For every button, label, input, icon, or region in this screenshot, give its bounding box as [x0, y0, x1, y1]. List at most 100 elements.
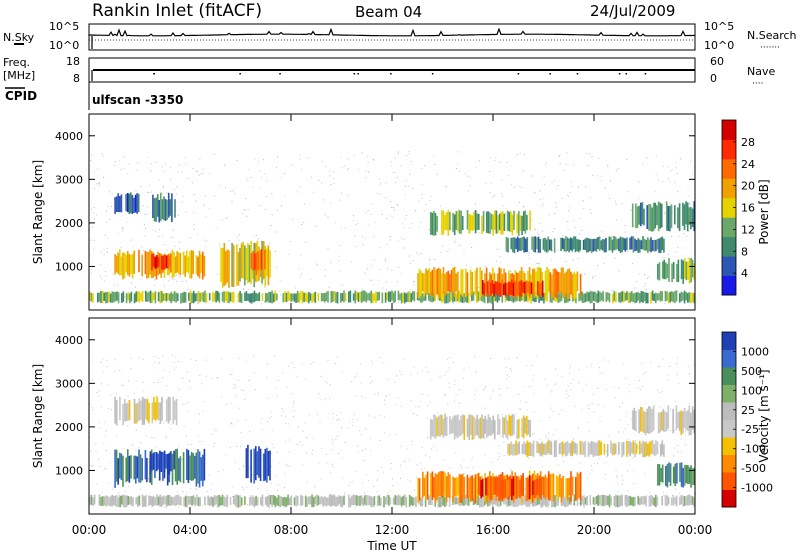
velocity-echo-cell: [471, 415, 474, 440]
velocity-speckle: [229, 374, 231, 375]
velocity-echo-cell: [191, 495, 193, 506]
velocity-speckle: [463, 458, 465, 460]
power-speckle: [405, 185, 407, 187]
power-echo-cell: [130, 291, 133, 302]
power-echo-cell: [487, 211, 490, 234]
velocity-echo-cell: [124, 398, 126, 422]
velocity-echo-cell: [428, 494, 430, 506]
power-echo-cell: [594, 291, 596, 302]
velocity-echo-cell: [498, 418, 501, 435]
power-speckle: [264, 209, 266, 210]
x-tick-label: 00:00: [678, 523, 713, 537]
velocity-echo-cell: [431, 419, 434, 437]
velocity-speckle: [677, 444, 679, 446]
velocity-echo-cell: [503, 479, 505, 499]
velocity-echo-cell: [437, 495, 440, 508]
velocity-speckle: [602, 371, 604, 373]
velocity-echo-cell: [212, 497, 214, 507]
velocity-echo-cell: [157, 496, 160, 506]
velocity-echo-cell: [168, 495, 171, 506]
power-echo-cell: [693, 263, 695, 280]
power-speckle: [482, 215, 484, 217]
velocity-speckle: [238, 407, 240, 409]
power-speckle: [101, 153, 103, 155]
velocity-echo-cell: [573, 441, 575, 454]
y-tick-label: 4000: [55, 130, 83, 143]
power-echo-cell: [354, 290, 356, 304]
velocity-speckle: [98, 390, 100, 392]
power-echo-cell: [137, 193, 140, 213]
power-echo-cell: [148, 291, 150, 302]
power-speckle: [154, 279, 156, 281]
power-colorbar-label: Power [dB]: [757, 179, 771, 244]
power-speckle: [581, 229, 583, 231]
velocity-echo-cell: [114, 495, 117, 507]
velocity-speckle: [401, 373, 403, 375]
velocity-speckle: [444, 459, 446, 461]
velocity-speckle: [353, 377, 355, 379]
velocity-echo-cell: [517, 476, 520, 497]
power-speckle: [117, 284, 119, 286]
velocity-echo-cell: [458, 420, 461, 437]
power-speckle: [494, 159, 496, 161]
power-speckle: [329, 170, 331, 172]
nave-point: [357, 73, 359, 75]
velocity-speckle: [235, 395, 236, 397]
power-speckle: [534, 192, 536, 194]
velocity-speckle: [187, 402, 189, 404]
power-echo-cell: [486, 211, 488, 233]
power-speckle: [90, 272, 92, 274]
power-speckle: [187, 178, 189, 179]
power-speckle: [402, 247, 404, 249]
velocity-echo-cell: [272, 495, 275, 505]
velocity-echo-cell: [287, 494, 289, 506]
power-echo-cell: [141, 254, 143, 277]
velocity-echo-cell: [693, 409, 695, 434]
power-echo-cell: [677, 207, 679, 229]
velocity-speckle: [98, 395, 100, 397]
power-echo-cell: [140, 293, 142, 301]
velocity-colorbar-tick: 1000: [741, 345, 769, 358]
velocity-echo-cell: [133, 455, 135, 480]
power-echo-cell: [284, 291, 286, 302]
power-speckle: [162, 235, 164, 237]
velocity-speckle: [266, 377, 268, 379]
power-speckle: [627, 251, 629, 252]
power-echo-cell: [519, 215, 522, 231]
velocity-echo-cell: [332, 495, 334, 506]
velocity-echo-cell: [189, 496, 192, 505]
velocity-echo-cell: [128, 455, 131, 483]
velocity-echo-cell: [132, 497, 134, 507]
power-speckle: [324, 214, 326, 216]
velocity-speckle: [386, 396, 387, 398]
nave-point: [618, 73, 621, 75]
power-speckle: [199, 173, 201, 175]
power-echo-cell: [579, 273, 582, 296]
power-speckle: [522, 170, 524, 172]
power-echo-cell: [650, 292, 652, 304]
power-speckle: [170, 179, 171, 180]
velocity-speckle: [472, 466, 474, 468]
power-echo-cell: [165, 255, 168, 269]
velocity-echo-cell: [659, 412, 661, 433]
velocity-speckle: [426, 437, 428, 439]
velocity-speckle: [249, 379, 250, 381]
power-echo-cell: [611, 239, 614, 253]
power-echo-cell: [202, 251, 204, 280]
power-speckle: [379, 269, 381, 270]
velocity-speckle: [399, 464, 401, 466]
power-echo-cell: [320, 292, 323, 302]
power-speckle: [219, 243, 221, 245]
velocity-echo-cell: [457, 414, 459, 439]
velocity-speckle: [233, 387, 235, 389]
power-echo-cell: [407, 291, 409, 302]
power-echo-cell: [147, 251, 150, 279]
power-speckle: [393, 209, 395, 211]
velocity-echo-cell: [512, 443, 514, 456]
power-speckle: [103, 176, 104, 178]
power-echo-cell: [589, 238, 591, 252]
velocity-echo-cell: [632, 440, 635, 454]
power-echo-cell: [520, 237, 522, 252]
nsky-tick-top: 10^5: [49, 20, 79, 33]
power-speckle: [516, 235, 518, 237]
